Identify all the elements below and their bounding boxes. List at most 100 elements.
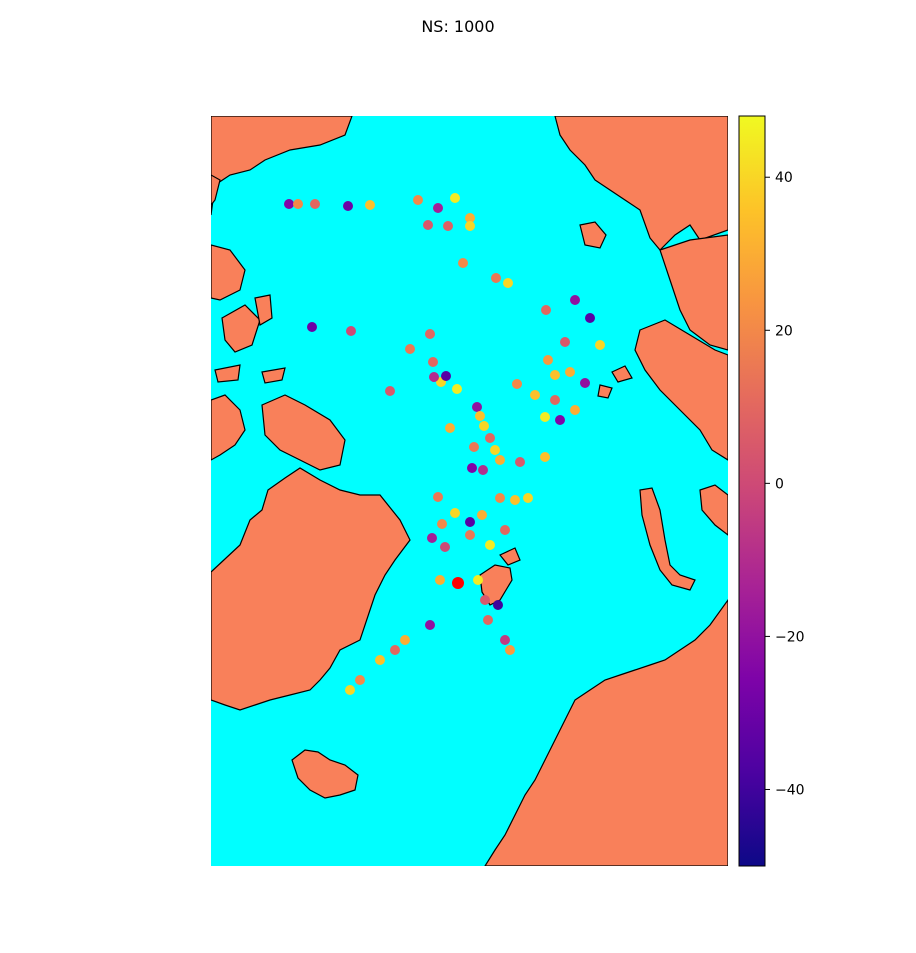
data-point	[443, 221, 453, 231]
land-layer	[211, 116, 728, 866]
data-point	[346, 326, 356, 336]
data-point	[540, 412, 550, 422]
data-point	[428, 357, 438, 367]
data-point	[570, 295, 580, 305]
data-point	[355, 675, 365, 685]
data-point	[493, 600, 503, 610]
data-point	[465, 530, 475, 540]
data-point	[477, 510, 487, 520]
data-point	[485, 433, 495, 443]
data-point	[365, 200, 375, 210]
landmass-novaya-zemlya	[639, 487, 696, 591]
landmass-top-left-spit	[211, 174, 221, 206]
data-point	[435, 575, 445, 585]
data-point	[433, 492, 443, 502]
data-point	[450, 508, 460, 518]
data-point	[515, 457, 525, 467]
landmass-island-e	[261, 367, 286, 384]
scatter-points	[284, 193, 605, 695]
landmass-island-c	[221, 304, 261, 353]
colorbar-ticks: −40 −20 0 20 40	[765, 170, 805, 798]
data-point	[405, 344, 415, 354]
landmass-severnaya-zemlya	[634, 319, 728, 461]
landmass-island-b	[211, 244, 246, 301]
data-point	[495, 455, 505, 465]
data-point	[293, 199, 303, 209]
data-point	[345, 685, 355, 695]
data-point	[500, 525, 510, 535]
landmass-island-a	[261, 394, 346, 471]
data-point	[505, 645, 515, 655]
data-point	[540, 452, 550, 462]
data-point	[580, 378, 590, 388]
colorbar-tick-label: −20	[775, 629, 805, 645]
data-point	[560, 337, 570, 347]
data-point	[413, 195, 423, 205]
colorbar-tick-label: −40	[775, 782, 805, 798]
data-point	[490, 445, 500, 455]
data-point	[479, 421, 489, 431]
data-point	[491, 273, 501, 283]
colorbar-tick-label: 20	[775, 323, 793, 339]
data-point	[480, 595, 490, 605]
landmass-island-d	[214, 364, 241, 383]
landmass-greenland	[211, 467, 411, 711]
data-point	[541, 305, 551, 315]
data-point	[465, 221, 475, 231]
data-point	[437, 519, 447, 529]
data-point	[390, 645, 400, 655]
data-point	[478, 465, 488, 475]
data-point	[433, 203, 443, 213]
colorbar	[738, 115, 766, 867]
data-point	[343, 201, 353, 211]
data-point	[375, 655, 385, 665]
landmass-svalbard-north	[499, 547, 521, 566]
highlight-marker	[452, 577, 464, 589]
landmass-iceland	[291, 749, 359, 799]
data-point	[495, 493, 505, 503]
data-point	[555, 415, 565, 425]
data-point	[423, 220, 433, 230]
landmass-siberia	[554, 116, 728, 251]
data-point	[307, 322, 317, 332]
data-point	[425, 620, 435, 630]
data-point	[441, 371, 451, 381]
data-point	[385, 386, 395, 396]
data-point	[503, 278, 513, 288]
data-point	[543, 355, 553, 365]
data-point	[465, 517, 475, 527]
data-point	[523, 493, 533, 503]
data-point	[510, 495, 520, 505]
data-point	[458, 258, 468, 268]
data-point	[445, 423, 455, 433]
data-point	[550, 370, 560, 380]
landmass-ellesmere	[211, 394, 246, 461]
data-point	[595, 340, 605, 350]
data-point	[450, 193, 460, 203]
data-point	[472, 402, 482, 412]
colorbar-tick-label: 40	[775, 170, 793, 186]
landmass-small-islet-a	[611, 365, 633, 383]
data-point	[475, 411, 485, 421]
data-point	[469, 442, 479, 452]
data-point	[400, 635, 410, 645]
data-point	[570, 405, 580, 415]
data-point	[565, 367, 575, 377]
data-point	[485, 540, 495, 550]
data-point	[284, 199, 294, 209]
data-point	[530, 390, 540, 400]
data-point	[550, 395, 560, 405]
colorbar-tick-label: 0	[775, 476, 784, 492]
data-point	[452, 384, 462, 394]
data-point	[440, 542, 450, 552]
data-point	[429, 372, 439, 382]
landmass-russia-east	[699, 484, 728, 536]
data-point	[473, 575, 483, 585]
data-point	[310, 199, 320, 209]
landmass-island-f	[254, 294, 273, 326]
landmass-scandinavia	[484, 598, 728, 866]
chart-title: NS: 1000	[421, 17, 495, 36]
data-point	[465, 213, 475, 223]
data-point	[500, 635, 510, 645]
